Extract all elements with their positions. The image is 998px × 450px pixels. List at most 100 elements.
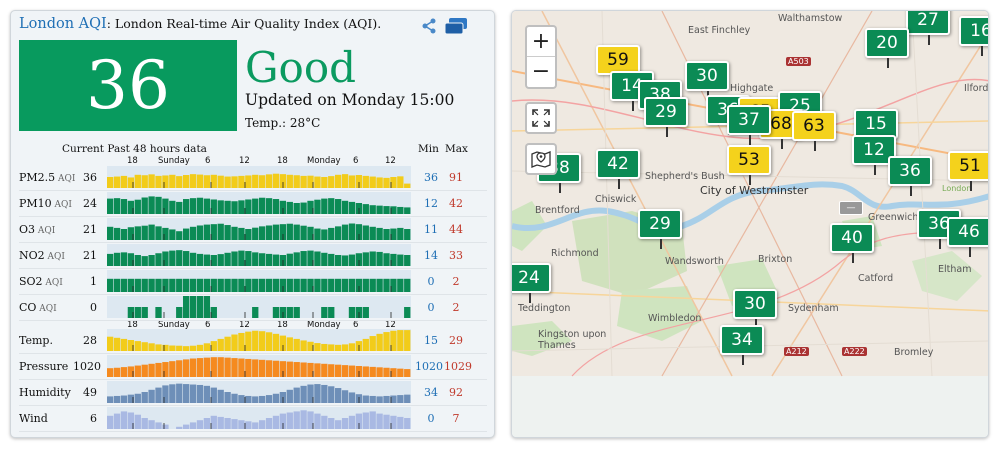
sparkline-bar bbox=[107, 253, 114, 266]
sparkline-bar bbox=[307, 200, 314, 214]
place-catford: Catford bbox=[858, 273, 894, 284]
aqi-station-marker[interactable]: 53 bbox=[727, 145, 771, 185]
axis-tick-label: 6 bbox=[205, 156, 211, 166]
map-label-box[interactable]: — bbox=[839, 201, 863, 215]
aqi-station-marker[interactable]: 63 bbox=[792, 111, 836, 151]
sparkline-bar bbox=[238, 420, 245, 429]
aqi-station-marker[interactable]: 27 bbox=[906, 11, 950, 45]
row-unit: AQI bbox=[35, 226, 56, 236]
row-sparkline bbox=[107, 166, 411, 188]
sparkline-bar bbox=[107, 368, 114, 377]
aqi-station-marker[interactable]: 30 bbox=[685, 61, 729, 101]
aqi-station-marker[interactable]: 34 bbox=[720, 325, 764, 365]
sparkline-bar bbox=[252, 174, 259, 188]
sparkline-bar bbox=[169, 361, 176, 377]
sparkline-bar bbox=[279, 278, 287, 292]
aqi-station-marker[interactable]: 16 bbox=[959, 16, 988, 56]
sparkline-bar bbox=[369, 205, 376, 214]
row-name: NO2 bbox=[19, 249, 45, 262]
aqi-station-marker[interactable]: 59 bbox=[596, 45, 640, 85]
map-card[interactable]: Walthamstow East Finchley Highgate Sheph… bbox=[511, 10, 989, 438]
aqi-station-marker[interactable]: 51 bbox=[948, 151, 988, 191]
sparkline-bar bbox=[314, 251, 321, 266]
sparkline-bar bbox=[300, 410, 307, 429]
sparkline-bar bbox=[120, 175, 128, 188]
row-label: Temp. bbox=[19, 334, 53, 347]
sparkline-bar bbox=[321, 198, 328, 214]
sparkline-bar bbox=[300, 251, 307, 266]
row-unit: AQI bbox=[55, 174, 76, 184]
fullscreen-button[interactable] bbox=[525, 102, 557, 134]
row-min-value: 11 bbox=[424, 223, 438, 236]
sparkline-bar bbox=[279, 361, 287, 377]
aqi-station-marker[interactable]: 24 bbox=[512, 263, 551, 303]
sparkline-bar bbox=[196, 358, 204, 377]
sparkline-bar bbox=[341, 200, 349, 214]
aqi-station-marker[interactable]: 46 bbox=[947, 217, 988, 257]
sparkline-bar bbox=[107, 336, 114, 351]
sparkline-bar bbox=[183, 278, 190, 292]
aqi-station-marker[interactable]: 29 bbox=[638, 209, 682, 249]
sparkline-bar bbox=[238, 175, 245, 188]
sparkline-bar bbox=[189, 252, 197, 266]
sparkline-bar bbox=[189, 226, 197, 240]
sparkline-bar bbox=[183, 228, 190, 240]
sparkline-bar bbox=[252, 198, 259, 214]
zoom-in-button[interactable]: + bbox=[527, 27, 555, 57]
city-link[interactable]: London AQI bbox=[19, 16, 107, 32]
sparkline-bar bbox=[265, 198, 273, 214]
sparkline-bar bbox=[314, 413, 321, 429]
zoom-out-button[interactable]: − bbox=[531, 59, 551, 84]
sparkline-bar bbox=[217, 389, 224, 403]
sparkline-bar bbox=[272, 254, 280, 266]
sparkline-bar bbox=[148, 420, 155, 429]
sparkline-bar bbox=[383, 253, 390, 266]
sparkline-bar bbox=[183, 424, 190, 429]
sparkline-bar bbox=[328, 364, 335, 377]
sparkline-bar bbox=[189, 358, 197, 377]
aqi-station-marker[interactable]: 30 bbox=[733, 289, 777, 329]
sparkline-bar bbox=[307, 226, 314, 240]
sparkline-bar bbox=[120, 367, 128, 377]
sparkline-bar bbox=[314, 384, 321, 403]
aqi-station-marker[interactable]: 15 bbox=[854, 109, 898, 149]
sparkline-bar bbox=[238, 395, 245, 403]
aqi-station-marker[interactable]: 42 bbox=[596, 149, 640, 189]
sparkline-bar bbox=[231, 358, 238, 377]
sparkline-bar bbox=[355, 253, 363, 266]
sparkline-bar bbox=[390, 368, 397, 377]
sparkline-bar bbox=[134, 341, 141, 351]
windows-icon[interactable] bbox=[444, 17, 468, 35]
place-wimbledon: Wimbledon bbox=[648, 313, 702, 324]
sparkline-bar bbox=[286, 412, 293, 429]
row-current-value: 1 bbox=[90, 275, 97, 288]
sparkline-bar bbox=[328, 307, 335, 318]
sparkline-bar bbox=[300, 385, 307, 403]
sparkline-bar bbox=[397, 416, 404, 429]
aqi-station-marker[interactable]: 20 bbox=[865, 28, 909, 68]
aqi-station-marker[interactable]: 37 bbox=[727, 105, 771, 145]
sparkline-bar bbox=[176, 278, 183, 292]
sparkline-bar bbox=[107, 177, 114, 188]
zoom-control: + − bbox=[525, 25, 557, 89]
sparkline-bar bbox=[307, 411, 314, 429]
sparkline-bar bbox=[259, 175, 266, 188]
sparkline-bar bbox=[224, 225, 231, 240]
sparkline-bar bbox=[404, 229, 411, 240]
sparkline-bar bbox=[341, 224, 349, 240]
sparkline-bar bbox=[390, 395, 397, 403]
sparkline-bar bbox=[272, 333, 280, 351]
aqi-value: 36 bbox=[19, 40, 237, 131]
fullscreen-icon bbox=[532, 109, 550, 127]
sparkline-bar bbox=[272, 307, 280, 318]
sparkline-bar bbox=[189, 296, 197, 318]
share-icon[interactable] bbox=[421, 18, 437, 34]
map-layers-button[interactable] bbox=[525, 143, 557, 175]
sparkline-bar bbox=[107, 278, 114, 292]
sparkline-bar bbox=[245, 229, 252, 240]
row-label: Wind bbox=[19, 412, 48, 425]
aqi-station-marker[interactable]: 36 bbox=[888, 156, 932, 196]
sparkline-bar bbox=[120, 252, 128, 266]
aqi-station-marker[interactable]: 29 bbox=[644, 97, 688, 137]
aqi-station-marker[interactable]: 40 bbox=[830, 223, 874, 263]
